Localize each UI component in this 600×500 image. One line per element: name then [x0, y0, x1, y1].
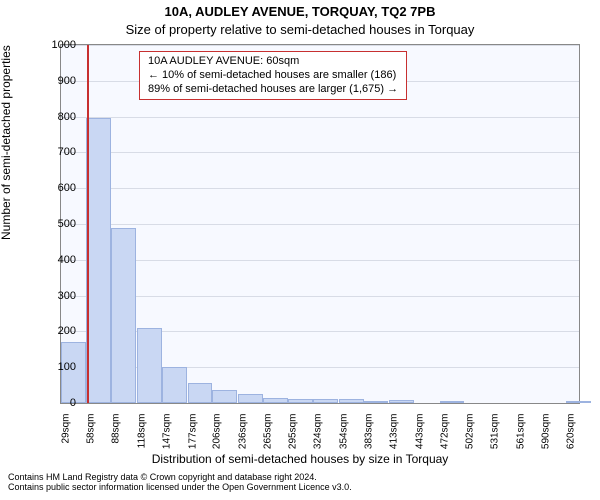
x-tick-label: 443sqm — [414, 414, 425, 450]
y-tick-label: 900 — [36, 75, 76, 87]
histogram-bar — [339, 399, 364, 403]
gridline — [61, 45, 579, 46]
x-tick-label: 324sqm — [313, 414, 324, 450]
x-tick-label: 206sqm — [212, 414, 223, 450]
x-tick-label: 531sqm — [490, 414, 501, 450]
histogram-bar — [566, 401, 591, 403]
histogram-bar — [188, 383, 213, 403]
gridline — [61, 152, 579, 153]
legend-line-1: 10A AUDLEY AVENUE: 60sqm — [148, 55, 398, 69]
x-tick-label: 413sqm — [389, 414, 400, 450]
y-axis-label: Number of semi-detached properties — [0, 45, 13, 240]
x-tick-label: 88sqm — [111, 414, 122, 444]
histogram-bar — [263, 398, 288, 403]
x-tick-label: 383sqm — [363, 414, 374, 450]
legend-box: 10A AUDLEY AVENUE: 60sqm ← 10% of semi-d… — [139, 51, 407, 100]
y-tick-label: 100 — [36, 361, 76, 373]
legend-line-2: ← 10% of semi-detached houses are smalle… — [148, 69, 398, 83]
x-tick-label: 620sqm — [566, 414, 577, 450]
x-tick-label: 590sqm — [540, 414, 551, 450]
x-tick-label: 29sqm — [61, 414, 72, 444]
gridline — [61, 117, 579, 118]
gridline — [61, 260, 579, 261]
y-tick-label: 600 — [36, 182, 76, 194]
y-tick-label: 700 — [36, 146, 76, 158]
x-tick-label: 118sqm — [137, 414, 148, 449]
y-tick-label: 500 — [36, 218, 76, 230]
y-tick-label: 400 — [36, 254, 76, 266]
gridline — [61, 188, 579, 189]
footer-line-2: Contains public sector information licen… — [8, 482, 592, 492]
histogram-bar — [389, 400, 414, 403]
histogram-bar — [111, 228, 136, 403]
x-tick-label: 472sqm — [439, 414, 450, 450]
y-tick-label: 0 — [36, 397, 76, 409]
legend-line-3: 89% of semi-detached houses are larger (… — [148, 83, 398, 97]
marker-line — [87, 45, 89, 403]
histogram-bar — [137, 328, 162, 403]
x-tick-label: 147sqm — [161, 414, 172, 450]
x-tick-label: 236sqm — [237, 414, 248, 450]
y-tick-label: 1000 — [36, 39, 76, 51]
histogram-bar — [162, 367, 187, 403]
histogram-bar — [212, 390, 237, 403]
histogram-bar — [86, 118, 111, 403]
histogram-bar — [440, 401, 465, 403]
histogram-bar — [288, 399, 313, 403]
footer: Contains HM Land Registry data © Crown c… — [8, 472, 592, 493]
chart-title-line2: Size of property relative to semi-detach… — [0, 22, 600, 37]
x-tick-label: 561sqm — [515, 414, 526, 450]
gridline — [61, 296, 579, 297]
y-tick-label: 300 — [36, 290, 76, 302]
x-axis-label: Distribution of semi-detached houses by … — [0, 452, 600, 466]
x-tick-label: 265sqm — [262, 414, 273, 450]
histogram-bar — [238, 394, 263, 403]
histogram-bar — [364, 401, 389, 403]
y-tick-label: 800 — [36, 111, 76, 123]
gridline — [61, 224, 579, 225]
y-tick-label: 200 — [36, 325, 76, 337]
x-tick-label: 502sqm — [465, 414, 476, 450]
plot-area: 10A AUDLEY AVENUE: 60sqm ← 10% of semi-d… — [60, 44, 580, 404]
x-tick-label: 177sqm — [187, 414, 198, 450]
histogram-bar — [313, 399, 338, 403]
x-tick-label: 58sqm — [85, 414, 96, 444]
x-tick-label: 354sqm — [338, 414, 349, 450]
chart-container: 10A, AUDLEY AVENUE, TORQUAY, TQ2 7PB Siz… — [0, 0, 600, 500]
footer-line-1: Contains HM Land Registry data © Crown c… — [8, 472, 592, 482]
x-tick-label: 295sqm — [288, 414, 299, 450]
chart-title-line1: 10A, AUDLEY AVENUE, TORQUAY, TQ2 7PB — [0, 4, 600, 19]
